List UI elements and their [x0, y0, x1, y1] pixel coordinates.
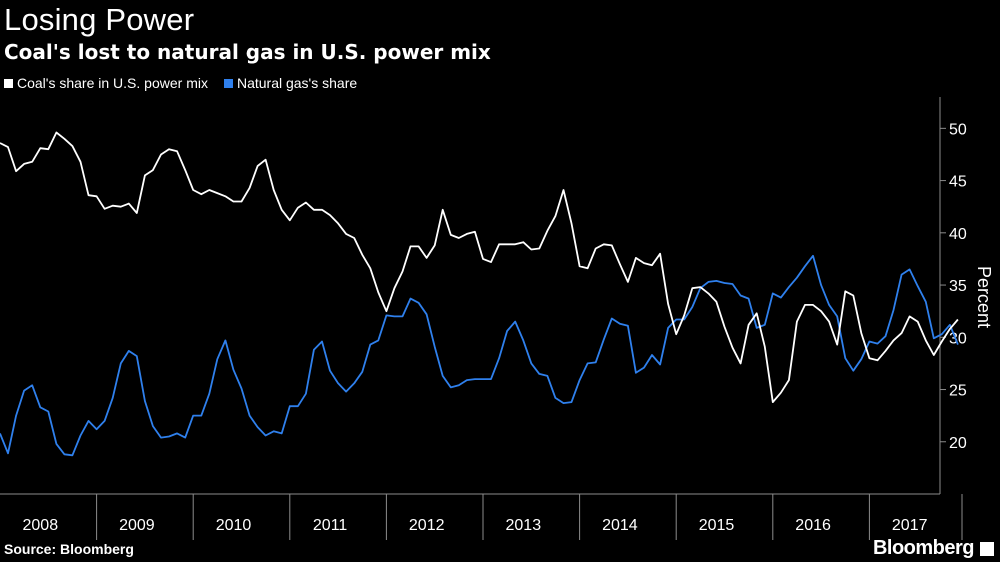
y-tick-label-35: 35: [949, 278, 967, 295]
x-tick-label-2014: 2014: [602, 517, 638, 534]
y-tick-label-20: 20: [949, 435, 967, 452]
x-tick-label-2012: 2012: [409, 517, 445, 534]
x-tick-label-2011: 2011: [313, 517, 348, 534]
y-tick-label-50: 50: [949, 121, 967, 138]
x-tick-label-2008: 2008: [23, 517, 59, 534]
brand-mark-icon: [980, 542, 994, 556]
x-tick-label-2017: 2017: [892, 517, 928, 534]
x-tick-label-2015: 2015: [699, 517, 735, 534]
y-tick-label-30: 30: [949, 330, 967, 347]
legend: Coal's share in U.S. power mix Natural g…: [4, 75, 357, 91]
x-tick-label-2010: 2010: [216, 517, 252, 534]
x-tick-label-2013: 2013: [506, 517, 542, 534]
brand-logo: Bloomberg: [872, 537, 975, 559]
y-tick-label-25: 25: [949, 383, 967, 400]
x-tick-label-2016: 2016: [795, 517, 831, 534]
y-tick-label-40: 40: [949, 226, 967, 243]
y-axis-label: Percent: [974, 266, 994, 328]
y-tick-label-45: 45: [949, 174, 967, 191]
source-note: Source: Bloomberg: [4, 541, 134, 557]
chart-subtitle: Coal's lost to natural gas in U.S. power…: [4, 40, 491, 64]
series-line-gas: [0, 254, 959, 457]
legend-swatch-gas: [223, 78, 233, 88]
x-tick-label-2009: 2009: [119, 517, 155, 534]
legend-swatch-coal: [4, 78, 13, 88]
chart-title: Losing Power: [4, 2, 195, 37]
legend-label-gas: Natural gas's share: [236, 75, 358, 91]
legend-item-gas: Natural gas's share: [223, 75, 358, 91]
legend-label-coal: Coal's share in U.S. power mix: [17, 75, 208, 91]
series-line-coal: [0, 131, 959, 404]
legend-item-coal: Coal's share in U.S. power mix: [4, 75, 208, 91]
